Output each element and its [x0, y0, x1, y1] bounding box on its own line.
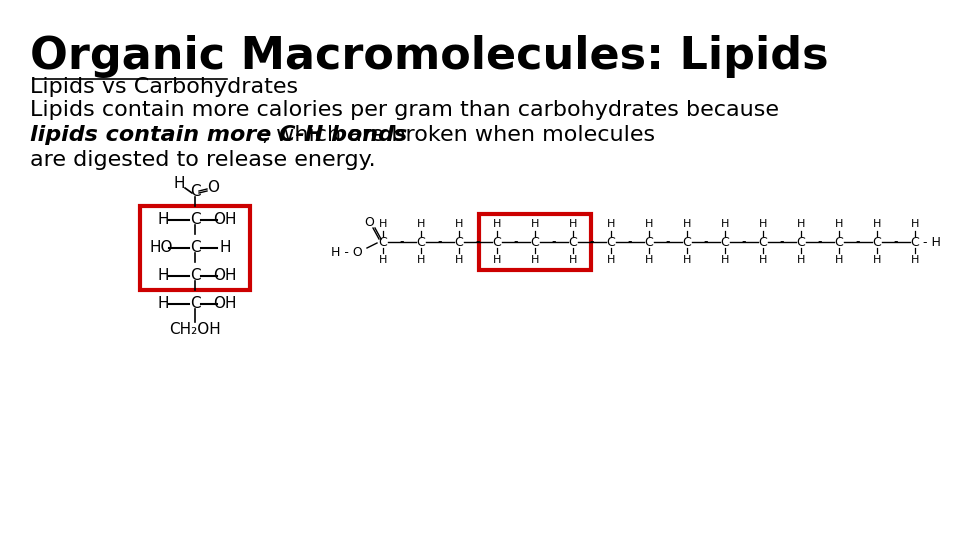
Text: C: C: [190, 213, 201, 227]
Text: C: C: [378, 235, 388, 248]
Text: C: C: [531, 235, 540, 248]
Text: H: H: [835, 255, 843, 265]
Text: , which are broken when molecules: , which are broken when molecules: [262, 125, 655, 145]
Text: C: C: [190, 268, 201, 284]
Text: CH₂OH: CH₂OH: [169, 321, 221, 336]
Text: H: H: [531, 219, 540, 229]
Text: H: H: [569, 255, 577, 265]
Text: H: H: [379, 219, 387, 229]
Text: - H: - H: [924, 235, 941, 248]
Text: Lipids contain more calories per gram than carbohydrates because: Lipids contain more calories per gram th…: [30, 100, 779, 120]
Text: -: -: [855, 235, 860, 248]
Text: lipids contain more C-H bonds: lipids contain more C-H bonds: [30, 125, 407, 145]
Text: -: -: [704, 235, 708, 248]
Text: H: H: [417, 219, 425, 229]
Text: OH: OH: [213, 213, 237, 227]
Text: H: H: [645, 219, 653, 229]
Text: H: H: [417, 255, 425, 265]
Text: O: O: [207, 180, 219, 195]
Text: H: H: [873, 219, 881, 229]
Text: H: H: [607, 255, 615, 265]
Text: -: -: [514, 235, 518, 248]
Text: -: -: [665, 235, 670, 248]
Text: -: -: [742, 235, 746, 248]
Text: H: H: [683, 255, 691, 265]
Text: H: H: [455, 219, 463, 229]
Text: -: -: [476, 235, 480, 248]
Text: C: C: [911, 235, 920, 248]
Text: -: -: [628, 235, 633, 248]
Text: H: H: [721, 219, 730, 229]
Text: -: -: [589, 235, 594, 248]
Text: H: H: [157, 296, 169, 312]
Text: H: H: [835, 219, 843, 229]
Text: H: H: [157, 268, 169, 284]
Text: C: C: [190, 240, 201, 255]
Text: C: C: [417, 235, 425, 248]
Text: -: -: [818, 235, 823, 248]
Text: H: H: [607, 219, 615, 229]
Text: H: H: [758, 219, 767, 229]
Text: C: C: [758, 235, 767, 248]
Text: -: -: [438, 235, 443, 248]
Text: Lipids vs Carbohydrates: Lipids vs Carbohydrates: [30, 77, 299, 97]
Text: H: H: [173, 177, 184, 192]
Text: H: H: [911, 219, 919, 229]
Text: OH: OH: [213, 296, 237, 312]
Text: C: C: [455, 235, 464, 248]
Text: H: H: [492, 219, 501, 229]
Text: -: -: [399, 235, 404, 248]
Text: C: C: [683, 235, 691, 248]
Text: HO: HO: [149, 240, 173, 255]
Text: H: H: [531, 255, 540, 265]
Text: H: H: [379, 255, 387, 265]
Text: H: H: [219, 240, 230, 255]
Bar: [140, 206, 250, 290]
Text: are digested to release energy.: are digested to release energy.: [30, 150, 375, 170]
Text: H: H: [645, 255, 653, 265]
Text: H: H: [569, 219, 577, 229]
Text: H: H: [721, 255, 730, 265]
Text: H: H: [758, 255, 767, 265]
Text: H: H: [157, 213, 169, 227]
Text: C: C: [644, 235, 654, 248]
Text: C: C: [190, 296, 201, 312]
Text: -: -: [894, 235, 899, 248]
Text: H: H: [797, 219, 805, 229]
Text: C: C: [797, 235, 805, 248]
Text: H: H: [683, 219, 691, 229]
Text: C: C: [607, 235, 615, 248]
Text: Organic Macromolecules: Lipids: Organic Macromolecules: Lipids: [30, 35, 828, 78]
Text: C: C: [834, 235, 844, 248]
Bar: [479, 214, 591, 270]
Text: C: C: [492, 235, 501, 248]
Text: H: H: [492, 255, 501, 265]
Text: C: C: [190, 185, 201, 199]
Text: C: C: [568, 235, 577, 248]
Text: OH: OH: [213, 268, 237, 284]
Text: H: H: [873, 255, 881, 265]
Text: -: -: [780, 235, 784, 248]
Text: H: H: [797, 255, 805, 265]
Text: C: C: [721, 235, 730, 248]
Text: -: -: [552, 235, 556, 248]
Text: C: C: [873, 235, 881, 248]
Text: H - O: H - O: [331, 246, 363, 259]
Text: H: H: [455, 255, 463, 265]
Text: H: H: [911, 255, 919, 265]
Text: O: O: [364, 215, 374, 228]
